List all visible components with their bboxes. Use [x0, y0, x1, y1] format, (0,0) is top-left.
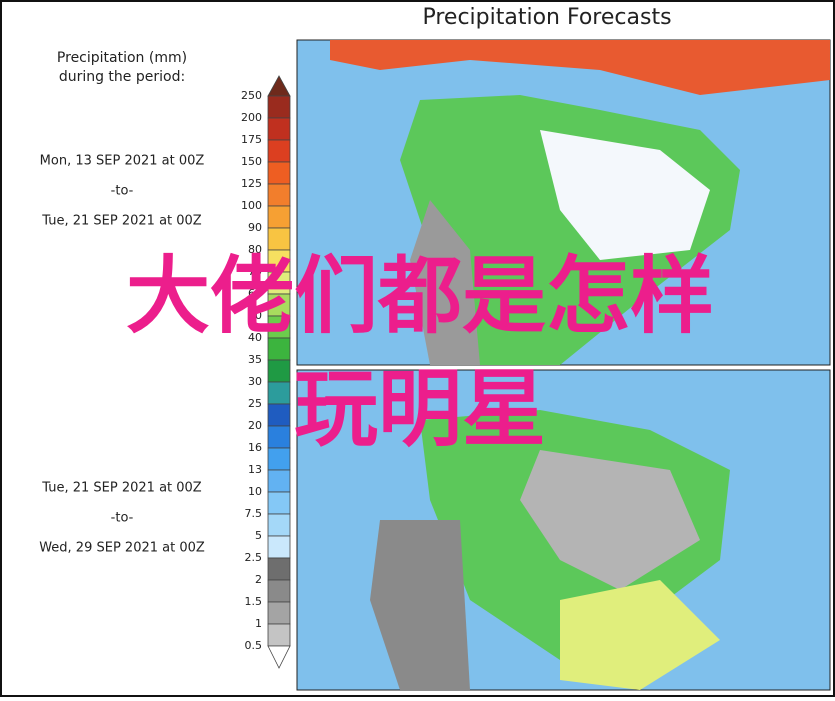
- period-to: -to-: [111, 511, 134, 526]
- colorbar-label: 100: [241, 199, 262, 212]
- colorbar-label: 250: [241, 89, 262, 102]
- colorbar-label: 200: [241, 111, 262, 124]
- colorbar-label: 0.5: [245, 639, 263, 652]
- colorbar-label: 20: [248, 419, 262, 432]
- colorbar-label: 50: [248, 309, 262, 322]
- colorbar-label: 10: [248, 485, 262, 498]
- period-end: Tue, 21 SEP 2021 at 00Z: [41, 214, 202, 229]
- colorbar-label: 2.5: [245, 551, 263, 564]
- colorbar-label: 5: [255, 529, 262, 542]
- overlay-line: 玩明星: [294, 360, 546, 458]
- colorbar-label: 40: [248, 331, 262, 344]
- colorbar-segment: [267, 425, 291, 449]
- overlay-line: 大佬们都是怎样: [126, 247, 714, 345]
- colorbar-segment: [267, 139, 291, 163]
- colorbar-segment: [267, 447, 291, 471]
- colorbar-segment: [267, 359, 291, 383]
- legend-title: Precipitation (mm): [57, 50, 187, 66]
- colorbar-label: 7.5: [245, 507, 263, 520]
- legend-title: during the period:: [59, 69, 185, 85]
- colorbar-segment: [267, 183, 291, 207]
- period-start: Mon, 13 SEP 2021 at 00Z: [40, 154, 205, 169]
- colorbar-label: 60: [248, 287, 262, 300]
- colorbar-segment: [267, 601, 291, 625]
- colorbar-segment: [267, 557, 291, 581]
- colorbar-cap: [267, 645, 291, 669]
- colorbar-segment: [267, 513, 291, 537]
- colorbar-label: 150: [241, 155, 262, 168]
- colorbar-label: 2: [255, 573, 262, 586]
- colorbar-label: 90: [248, 221, 262, 234]
- colorbar-label: 35: [248, 353, 262, 366]
- colorbar-segment: [267, 623, 291, 647]
- colorbar-label: 80: [248, 243, 262, 256]
- colorbar-label: 125: [241, 177, 262, 190]
- colorbar-segment: [267, 403, 291, 427]
- colorbar-segment: [267, 469, 291, 493]
- period-to: -to-: [111, 184, 134, 199]
- colorbar-label: 13: [248, 463, 262, 476]
- colorbar-label: 30: [248, 375, 262, 388]
- colorbar-segment: [267, 205, 291, 229]
- colorbar-label: 16: [248, 441, 262, 454]
- title: Precipitation Forecasts: [422, 5, 671, 30]
- period-end: Wed, 29 SEP 2021 at 00Z: [39, 541, 205, 556]
- colorbar-label: 1.5: [245, 595, 263, 608]
- colorbar-segment: [267, 117, 291, 141]
- colorbar-label: 175: [241, 133, 262, 146]
- colorbar-segment: [267, 579, 291, 603]
- colorbar-segment: [267, 535, 291, 559]
- colorbar-label: 70: [248, 265, 262, 278]
- period-start: Tue, 21 SEP 2021 at 00Z: [41, 481, 202, 496]
- colorbar-segment: [267, 161, 291, 185]
- map-panel: [296, 39, 831, 366]
- colorbar-segment: [267, 491, 291, 515]
- colorbar-label: 1: [255, 617, 262, 630]
- colorbar-label: 25: [248, 397, 262, 410]
- colorbar-segment: [267, 381, 291, 405]
- overlay-text: 大佬们都是怎样 玩明星: [126, 247, 714, 458]
- map-panel: [296, 369, 831, 691]
- colorbar-segment: [267, 95, 291, 119]
